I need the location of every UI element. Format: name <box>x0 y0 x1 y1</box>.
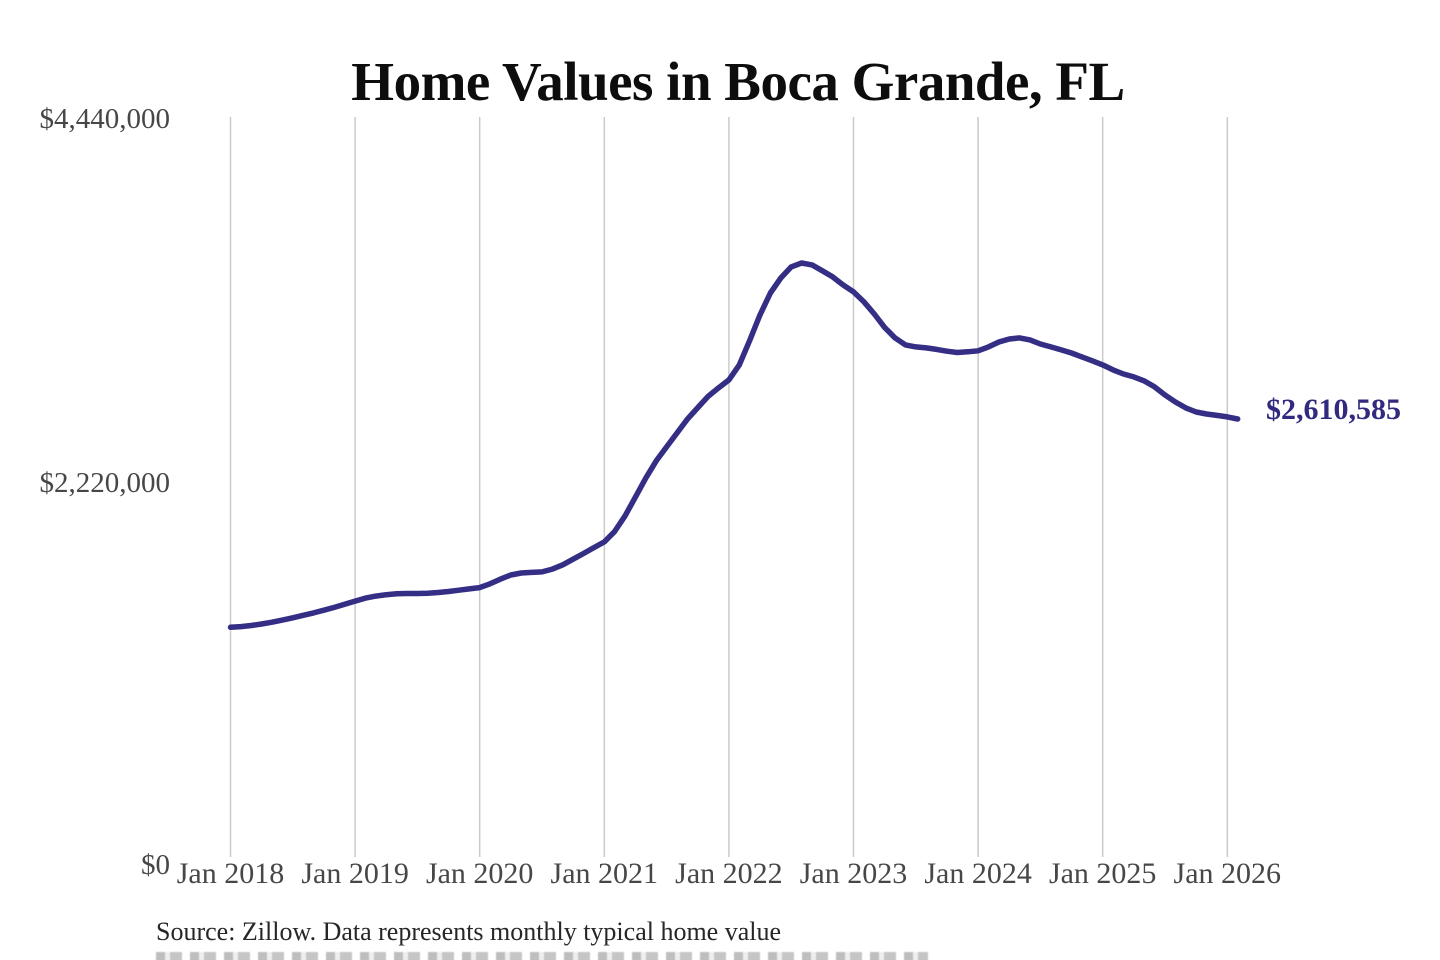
x-axis-tick-label: Jan 2023 <box>799 857 908 890</box>
x-axis-tick-label: Jan 2020 <box>425 857 534 890</box>
x-axis-tick-label: Jan 2025 <box>1048 857 1157 890</box>
chart-title: Home Values in Boca Grande, FL <box>351 51 1125 112</box>
x-axis-tick-label: Jan 2019 <box>301 857 409 890</box>
x-axis-tick-label: Jan 2021 <box>550 857 659 890</box>
latest-value-label: $2,610,585 <box>1266 393 1401 426</box>
y-axis-tick-label-zero: $0 <box>141 849 170 881</box>
vertical-gridlines <box>229 117 1229 857</box>
x-axis-tick-label: Jan 2026 <box>1173 857 1282 890</box>
x-axis-tick-label: Jan 2022 <box>675 857 783 890</box>
y-axis-tick-label-middle: $2,220,000 <box>39 467 171 499</box>
x-axis-tick-label: Jan 2024 <box>924 857 1032 890</box>
source-note: Source: Zillow. Data represents monthly … <box>156 917 782 946</box>
home-value-line <box>227 260 1241 631</box>
y-axis-tick-label-top: $4,440,000 <box>39 103 171 135</box>
cutoff-text-row <box>156 952 928 960</box>
x-axis-tick-label: Jan 2018 <box>176 857 285 890</box>
